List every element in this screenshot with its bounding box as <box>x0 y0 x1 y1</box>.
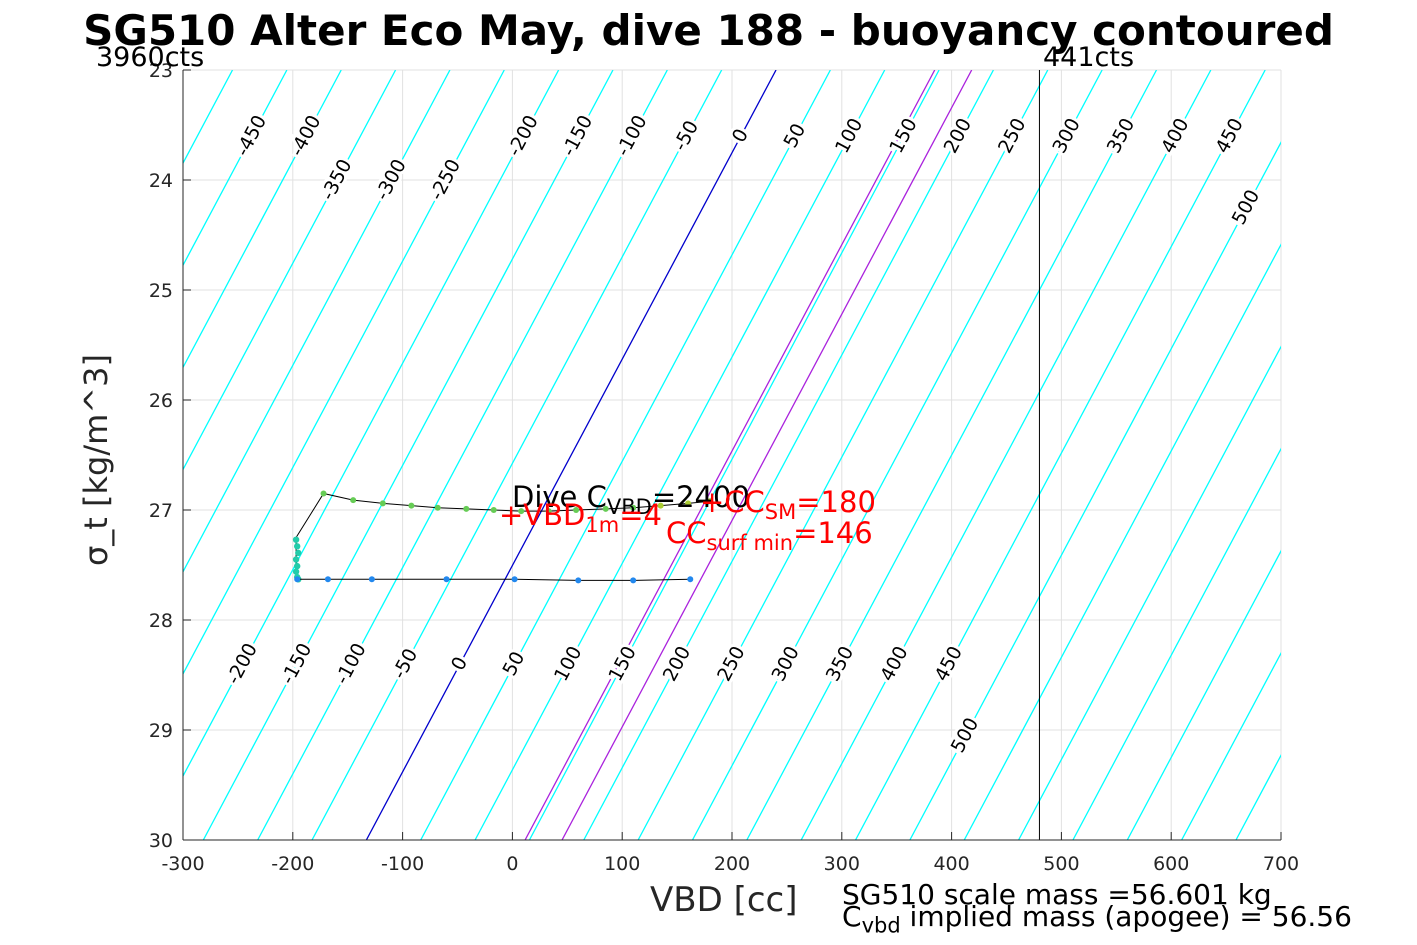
contour-line <box>963 243 1281 840</box>
contour-line <box>637 70 1049 840</box>
x-tick-label: 100 <box>604 853 640 875</box>
climb-path-line <box>297 578 691 581</box>
dive-point <box>602 505 609 512</box>
climb-point <box>575 577 582 584</box>
dive-c-vbd-annotation: Dive CVBD=2400 <box>512 480 750 519</box>
bottom-point <box>292 536 300 543</box>
y-tick-label: 26 <box>149 390 173 412</box>
dive-point <box>630 504 637 511</box>
y-tick-label: 29 <box>149 720 173 742</box>
x-tick-label: 700 <box>1263 853 1299 875</box>
contour-line <box>1018 345 1281 840</box>
bottom-point <box>292 556 300 563</box>
dive-point <box>350 497 357 504</box>
cc-sm-annotation: +CCSM=180 <box>700 485 876 524</box>
marked-level-line <box>561 70 973 840</box>
contour-line <box>1072 447 1281 840</box>
chart-title: SG510 Alter Eco May, dive 188 - buoyancy… <box>83 6 1334 55</box>
vbd-1m-annotation: +VBD1m=4 <box>499 498 662 537</box>
y-axis-label: σ_t [kg/m^3] <box>77 354 115 566</box>
climb-point <box>687 576 694 583</box>
dive-point <box>518 508 525 515</box>
contour-line <box>1126 549 1281 840</box>
contour-line <box>528 70 940 840</box>
contour-line <box>183 70 288 267</box>
climb-point <box>443 576 450 583</box>
contour-line <box>183 70 342 369</box>
contour-line <box>183 70 451 574</box>
contour-line <box>691 70 1103 840</box>
dive-point <box>379 500 386 507</box>
dive-series <box>292 70 1040 840</box>
contour-line <box>746 70 1158 840</box>
tick-labels: -300 -200 -100 0 100 200 300 400 500 600 700 23 24 25… <box>149 60 1299 875</box>
x-tick-label: 500 <box>1043 853 1079 875</box>
y-tick-label: 25 <box>149 280 173 302</box>
climb-point <box>511 576 518 583</box>
contour-line <box>1399 70 1417 840</box>
x-axis-label: VBD [cc] <box>650 880 798 920</box>
marked-level-line <box>524 70 936 840</box>
contour-line <box>183 70 397 471</box>
dive-path-line <box>295 492 711 538</box>
contour-line <box>583 70 995 840</box>
contour-line <box>311 70 723 840</box>
x-tick-label: 600 <box>1153 853 1189 875</box>
y-tick-label: 30 <box>149 830 173 852</box>
x-tick-label: 300 <box>824 853 860 875</box>
climb-point <box>324 576 331 583</box>
dive-point <box>707 498 714 505</box>
axes <box>182 69 1282 841</box>
contour-line <box>1290 70 1417 840</box>
bottom-point <box>295 549 302 557</box>
bottom-point <box>293 543 301 550</box>
dive-point <box>545 508 552 515</box>
x-tick-label: 200 <box>714 853 750 875</box>
dive-point <box>434 504 441 511</box>
y-tick-label: 27 <box>149 500 173 522</box>
y-tick-label: 23 <box>149 60 173 82</box>
x-tick-label: 0 <box>506 853 518 875</box>
climb-point <box>294 576 301 583</box>
x-tick-label: -200 <box>271 853 314 875</box>
scale-mass-label: SG510 scale mass =56.601 kg <box>842 878 1272 911</box>
left-counts-label: 3960cts <box>96 42 205 73</box>
dive-point <box>463 505 470 512</box>
x-tick-label: -300 <box>161 853 204 875</box>
contour-line <box>474 70 886 840</box>
climb-point <box>368 576 375 583</box>
buoyancy-contours <box>0 70 1417 840</box>
contour-line <box>909 141 1281 840</box>
cc-surf-min-annotation: CCsurf min=146 <box>666 516 873 555</box>
dive-point <box>685 500 692 507</box>
x-tick-label: -100 <box>381 853 424 875</box>
implied-mass-label: Cvbd implied mass (apogee) = 56.56 <box>842 900 1352 938</box>
contour-line <box>0 70 15 840</box>
zero-buoyancy-line <box>365 70 777 840</box>
contour-line <box>800 70 1212 840</box>
contour-line <box>420 70 831 840</box>
contour-line <box>202 70 614 840</box>
contour-line <box>1181 651 1281 840</box>
dive-point <box>408 502 415 509</box>
y-tick-label: 28 <box>149 610 173 632</box>
dive-point <box>657 502 664 509</box>
x-tick-label: 400 <box>933 853 969 875</box>
bottom-point <box>292 568 300 575</box>
contour-line <box>183 70 560 778</box>
contour-line <box>854 70 1266 840</box>
contour-line <box>0 70 69 840</box>
contour-line <box>183 70 505 676</box>
climb-point <box>630 577 637 584</box>
contour-line <box>257 70 668 840</box>
right-counts-label: 441cts <box>1043 42 1135 73</box>
dive-point <box>490 507 497 513</box>
dive-point <box>320 490 327 497</box>
contour-line <box>1345 70 1417 840</box>
y-tick-label: 24 <box>149 170 173 192</box>
dive-point <box>573 507 580 513</box>
bottom-point <box>293 562 301 570</box>
